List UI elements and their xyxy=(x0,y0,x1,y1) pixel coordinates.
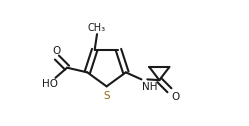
Text: O: O xyxy=(52,46,60,56)
Text: NH: NH xyxy=(142,82,158,92)
Text: S: S xyxy=(103,91,110,101)
Text: CH₃: CH₃ xyxy=(88,23,106,33)
Text: HO: HO xyxy=(42,79,58,89)
Text: O: O xyxy=(171,92,179,102)
